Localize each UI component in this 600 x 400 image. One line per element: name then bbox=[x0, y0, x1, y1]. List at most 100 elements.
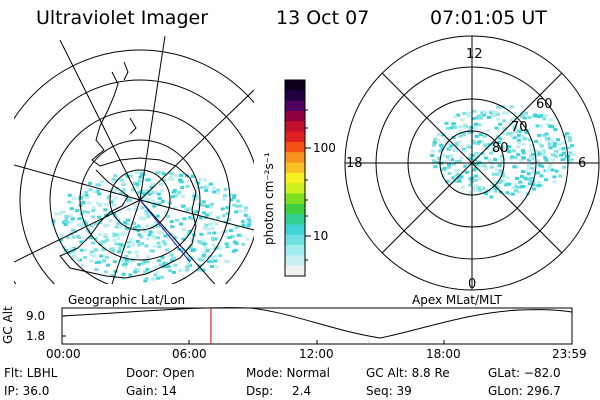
aurora-pixel bbox=[493, 110, 498, 114]
aurora-pixel bbox=[458, 125, 463, 129]
aurora-pixel bbox=[495, 112, 500, 116]
aurora-pixel bbox=[120, 259, 125, 263]
color-bar-band bbox=[285, 255, 305, 267]
aurora-pixel bbox=[561, 141, 566, 145]
aurora-pixel bbox=[51, 219, 56, 223]
color-bar-band bbox=[285, 172, 305, 184]
aurora-pixel bbox=[492, 114, 497, 118]
aurora-pixel bbox=[113, 174, 117, 178]
aurora-pixel bbox=[162, 178, 166, 182]
aurora-pixel bbox=[194, 210, 199, 214]
aurora-pixel bbox=[462, 149, 467, 153]
aurora-pixel bbox=[150, 199, 155, 203]
aurora-pixel bbox=[170, 225, 175, 229]
aurora-pixel bbox=[123, 262, 128, 266]
aurora-pixel bbox=[554, 154, 559, 158]
aurora-pixel bbox=[449, 144, 454, 148]
aurora-pixel bbox=[241, 223, 246, 227]
aurora-pixel bbox=[472, 109, 477, 113]
status-glon: GLon: 296.7 bbox=[488, 384, 561, 398]
aurora-pixel bbox=[542, 133, 547, 137]
aurora-pixel bbox=[512, 165, 517, 169]
colorbar-tick-100: 100 bbox=[313, 141, 336, 155]
aurora-pixel bbox=[190, 237, 195, 241]
aurora-pixel bbox=[505, 111, 510, 115]
aurora-pixel bbox=[152, 236, 157, 240]
aurora-pixel bbox=[557, 147, 562, 151]
aurora-pixel bbox=[489, 195, 494, 199]
aurora-pixel bbox=[493, 187, 498, 191]
aurora-pixel bbox=[528, 149, 533, 153]
color-bar bbox=[284, 79, 311, 277]
aurora-pixel bbox=[60, 210, 65, 214]
aurora-pixel bbox=[178, 269, 183, 273]
aurora-pixel bbox=[500, 159, 505, 163]
aurora-pixel bbox=[213, 237, 218, 241]
aurora-pixel bbox=[127, 250, 132, 254]
aurora-pixel bbox=[531, 183, 536, 187]
aurora-pixel bbox=[552, 175, 557, 179]
aurora-pixel bbox=[232, 249, 236, 253]
aurora-pixel bbox=[112, 234, 117, 238]
aurora-pixel bbox=[142, 217, 147, 221]
aurora-pixel bbox=[97, 260, 102, 264]
aurora-pixel bbox=[473, 166, 478, 170]
aurora-pixel bbox=[447, 146, 452, 150]
aurora-pixel bbox=[521, 170, 525, 173]
aurora-pixel bbox=[457, 140, 462, 144]
color-bar-band bbox=[285, 110, 305, 122]
aurora-pixel bbox=[125, 227, 130, 230]
aurora-pixel bbox=[161, 172, 166, 176]
aurora-pixel bbox=[205, 249, 210, 253]
aurora-pixel bbox=[146, 255, 151, 259]
aurora-pixel bbox=[440, 147, 445, 151]
aurora-pixel bbox=[521, 151, 526, 155]
aurora-pixel bbox=[561, 158, 566, 161]
aurora-pixel bbox=[529, 144, 534, 148]
aurora-pixel bbox=[444, 121, 449, 125]
aurora-pixel bbox=[473, 179, 478, 182]
aurora-pixel bbox=[116, 218, 121, 222]
color-bar-band bbox=[285, 203, 305, 215]
aurora-pixel bbox=[537, 164, 542, 167]
aurora-pixel bbox=[122, 203, 127, 207]
aurora-pixel bbox=[530, 147, 534, 151]
aurora-pixel bbox=[531, 170, 536, 174]
aurora-pixel bbox=[492, 172, 496, 176]
aurora-pixel bbox=[115, 233, 120, 237]
aurora-pixel bbox=[486, 115, 491, 119]
aurora-pixel bbox=[467, 111, 472, 115]
aurora-pixel bbox=[86, 210, 91, 214]
aurora-pixel bbox=[179, 222, 183, 226]
aurora-pixel bbox=[103, 208, 108, 212]
aurora-pixel bbox=[130, 188, 135, 192]
aurora-pixel bbox=[190, 249, 195, 253]
aurora-pixel bbox=[124, 258, 129, 262]
polar-grid bbox=[344, 35, 600, 291]
status-dsp-value: 2.4 bbox=[292, 384, 312, 398]
aurora-pixel bbox=[517, 129, 522, 133]
aurora-pixel bbox=[156, 192, 161, 196]
aurora-pixel bbox=[488, 151, 493, 155]
aurora-pixel bbox=[501, 132, 505, 136]
aurora-pixel bbox=[137, 263, 141, 266]
aurora-pixel bbox=[199, 241, 204, 245]
aurora-pixel bbox=[109, 247, 114, 251]
aurora-pixel bbox=[200, 258, 205, 262]
aurora-pixel bbox=[188, 263, 193, 267]
aurora-pixel bbox=[508, 132, 513, 136]
aurora-pixel bbox=[436, 156, 441, 160]
aurora-pixel bbox=[471, 117, 476, 121]
aurora-pixel bbox=[173, 263, 178, 267]
aurora-pixel bbox=[134, 250, 139, 254]
aurora-pixel bbox=[110, 273, 115, 277]
lat-70-label: 70 bbox=[511, 120, 528, 135]
aurora-pixel bbox=[539, 183, 544, 187]
aurora-pixel bbox=[160, 230, 165, 234]
aurora-pixel bbox=[497, 164, 502, 168]
aurora-pixel bbox=[169, 175, 174, 179]
aurora-pixel bbox=[85, 196, 90, 200]
aurora-pixel bbox=[165, 235, 170, 239]
aurora-pixel bbox=[103, 224, 107, 228]
aurora-pixel bbox=[212, 255, 217, 259]
